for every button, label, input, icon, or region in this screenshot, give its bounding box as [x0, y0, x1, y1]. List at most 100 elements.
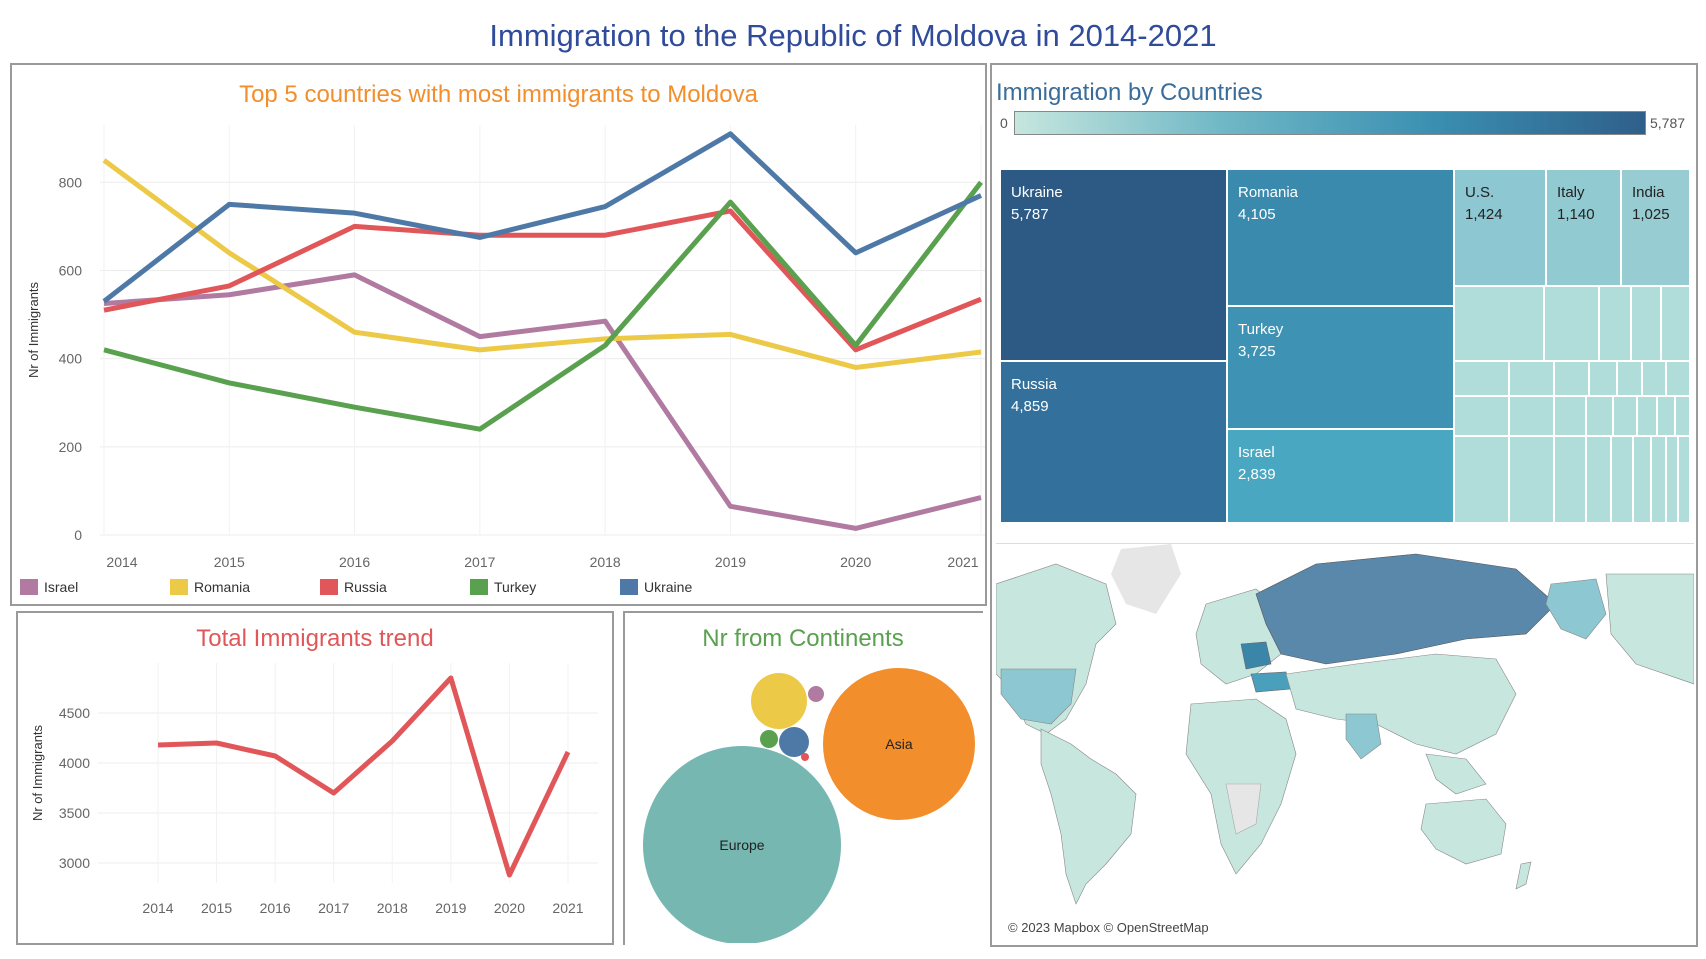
treemap-cell-small[interactable]	[1586, 396, 1613, 436]
treemap-cell-small[interactable]	[1509, 361, 1554, 396]
continent-bubble	[823, 668, 975, 820]
treemap-cell-small[interactable]	[1454, 436, 1509, 523]
continent-bubble	[643, 746, 841, 943]
treemap-cell-small[interactable]	[1586, 436, 1611, 523]
legend-swatch	[470, 579, 488, 595]
treemap-cell-label: U.S. 1,424	[1455, 170, 1513, 238]
treemap-cell-small[interactable]	[1613, 396, 1637, 436]
treemap-cell-small[interactable]	[1637, 396, 1657, 436]
treemap-cell-small[interactable]	[1666, 361, 1690, 396]
treemap-cell-small[interactable]	[1633, 436, 1651, 523]
treemap-cell-small[interactable]	[1454, 361, 1509, 396]
dashboard-title: Immigration to the Republic of Moldova i…	[489, 18, 1217, 53]
legend-swatch	[170, 579, 188, 595]
continents-bubble-chart[interactable]: Europe Asia	[625, 613, 981, 943]
countries-panel: Immigration by Countries 0 5,787 Ukraine…	[990, 63, 1698, 947]
world-map-svg	[996, 544, 1694, 905]
treemap-title: Immigration by Countries	[996, 79, 1263, 106]
treemap-cell-label: Israel 2,839	[1228, 430, 1286, 498]
treemap-cell-small[interactable]	[1544, 286, 1599, 361]
treemap-cell-label: Turkey 3,725	[1228, 307, 1293, 375]
treemap-cell-small[interactable]	[1617, 361, 1642, 396]
treemap-cell-romania[interactable]: Romania 4,105	[1227, 169, 1454, 306]
bubble-label: Europe	[719, 837, 764, 853]
x-tick-label: 2019	[435, 900, 466, 916]
x-tick-label: 2014	[106, 554, 137, 570]
treemap-cell-small[interactable]	[1509, 436, 1554, 523]
legend-item-israel[interactable]: Israel	[20, 579, 78, 595]
legend-label: Israel	[44, 579, 79, 595]
treemap-cell-small[interactable]	[1661, 286, 1690, 361]
legend-item-russia[interactable]: Russia	[320, 579, 387, 595]
y-tick-label: 3500	[59, 805, 90, 821]
legend-swatch	[20, 579, 38, 595]
cell-value: 5,787	[1011, 206, 1049, 223]
treemap-cell-small[interactable]	[1675, 396, 1690, 436]
top5-line-chart[interactable]: 0 200 400 600 800 2014 2015 2016 2017 2018 2019 202…	[12, 65, 985, 604]
x-tick-label: 2021	[947, 554, 978, 570]
treemap-cell-small[interactable]	[1651, 436, 1666, 523]
total-trend-chart[interactable]: 3000 3500 4000 4500 2014 2015 2016 2017 2018 2019…	[18, 613, 612, 943]
treemap-cell-turkey[interactable]: Turkey 3,725	[1227, 306, 1454, 429]
continent-bubble	[779, 727, 809, 757]
legend-swatch	[620, 579, 638, 595]
series-line-romania	[102, 158, 982, 370]
legend-item-ukraine[interactable]: Ukraine	[620, 579, 692, 595]
treemap-cell-small[interactable]	[1631, 286, 1661, 361]
treemap-cell-label: Russia 4,859	[1001, 362, 1067, 430]
legend-label: Turkey	[494, 579, 537, 595]
cell-name: Israel	[1238, 444, 1275, 461]
x-tick-label: 2015	[201, 900, 232, 916]
legend-item-romania[interactable]: Romania	[170, 579, 250, 595]
treemap-cell-small[interactable]	[1554, 361, 1589, 396]
cell-name: Russia	[1011, 376, 1057, 393]
treemap-cell-small[interactable]	[1554, 396, 1586, 436]
cell-value: 4,105	[1238, 206, 1276, 223]
x-tick-label: 2019	[715, 554, 746, 570]
treemap-cell-small[interactable]	[1678, 436, 1690, 523]
continent-bubble	[760, 730, 778, 748]
series-line-turkey	[103, 180, 983, 432]
treemap-cell-small[interactable]	[1642, 361, 1666, 396]
treemap[interactable]: Ukraine 5,787 Russia 4,859 Romania 4,105 Turke…	[1000, 169, 1690, 523]
treemap-cell-small[interactable]	[1554, 436, 1586, 523]
top5-title: Top 5 countries with most immigrants to …	[239, 81, 758, 108]
x-tick-label: 2014	[142, 900, 173, 916]
total-trend-panel: Total Immigrants trend 3000 3500 4000 4500 2…	[16, 611, 614, 945]
world-map[interactable]: © 2023 Mapbox © OpenStreetMap	[996, 543, 1694, 944]
cell-value: 3,725	[1238, 343, 1276, 360]
treemap-cell-ukraine[interactable]: Ukraine 5,787	[1000, 169, 1227, 361]
treemap-cell-small[interactable]	[1589, 361, 1617, 396]
treemap-cell-india[interactable]: India 1,025	[1621, 169, 1690, 286]
x-tick-label: 2015	[214, 554, 245, 570]
color-scale-bar	[1014, 111, 1646, 135]
cell-name: U.S.	[1465, 184, 1495, 201]
treemap-cell-italy[interactable]: Italy 1,140	[1546, 169, 1621, 286]
treemap-cell-small[interactable]	[1666, 436, 1678, 523]
x-tick-label: 2021	[552, 900, 583, 916]
y-tick-label: 3000	[59, 855, 90, 871]
treemap-cell-small[interactable]	[1454, 286, 1544, 361]
scale-min-label: 0	[1000, 115, 1008, 131]
series-line-israel	[103, 272, 982, 531]
legend-item-turkey[interactable]: Turkey	[470, 579, 536, 595]
cell-name: Romania	[1238, 184, 1299, 201]
treemap-cell-small[interactable]	[1599, 286, 1631, 361]
treemap-cell-us[interactable]: U.S. 1,424	[1454, 169, 1546, 286]
x-tick-label: 2020	[840, 554, 871, 570]
treemap-cell-israel[interactable]: Israel 2,839	[1227, 429, 1454, 523]
treemap-cell-russia[interactable]: Russia 4,859	[1000, 361, 1227, 523]
cell-name: Turkey	[1238, 321, 1284, 338]
continents-title: Nr from Continents	[702, 625, 904, 652]
treemap-cell-small[interactable]	[1657, 396, 1675, 436]
treemap-cell-small[interactable]	[1611, 436, 1633, 523]
cell-value: 2,839	[1238, 466, 1276, 483]
treemap-cell-small[interactable]	[1509, 396, 1554, 436]
cell-value: 1,025	[1632, 206, 1670, 223]
cell-name: Italy	[1557, 184, 1585, 201]
y-tick-label: 4000	[59, 755, 90, 771]
x-tick-label: 2018	[590, 554, 621, 570]
y-tick-label: 4500	[59, 705, 90, 721]
treemap-cell-small[interactable]	[1454, 396, 1509, 436]
cell-value: 4,859	[1011, 398, 1049, 415]
